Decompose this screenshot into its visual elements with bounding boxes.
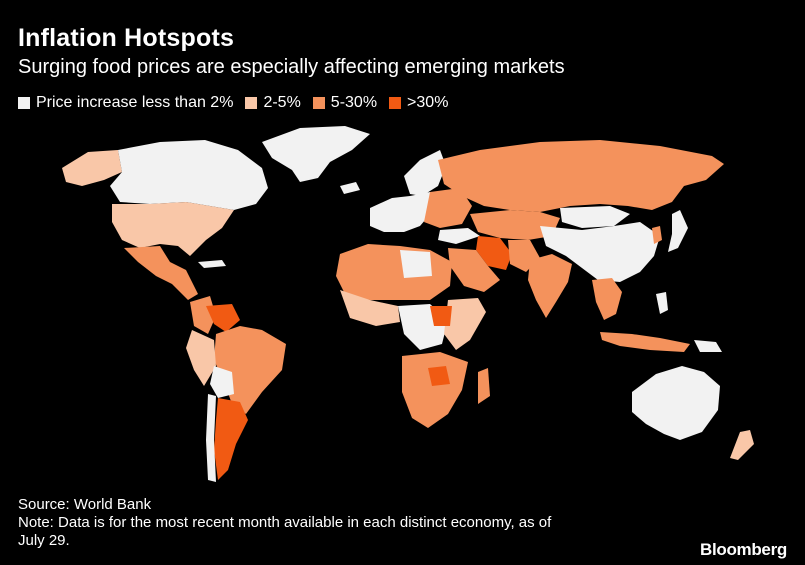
region-india [528,254,572,318]
region-alaska [62,150,122,186]
region-scandinavia [404,150,446,196]
region-europe-east [424,188,472,228]
bloomberg-logo: Bloomberg [699,540,787,559]
region-north-africa [336,244,452,300]
legend-swatch [18,97,30,109]
region-korea [652,226,662,244]
region-madagascar [478,368,490,404]
region-canada [110,140,268,210]
region-bolivia [210,366,234,398]
legend-swatch [312,97,325,109]
footer: Source: World Bank Note: Data is for the… [18,496,551,550]
data-note-continued: July 29. [18,532,70,549]
region-mexico [124,246,198,300]
world-map [62,126,754,482]
region-southern-africa [402,352,468,428]
region-argentina [214,398,248,480]
region-russia [438,140,724,212]
region-caribbean [198,260,226,268]
legend-label: Price increase less than 2% [36,94,234,111]
region-southeast-asia [592,278,622,320]
chart-title: Inflation Hotspots [18,24,235,52]
legend-item-under-2: Price increase less than 2% [18,94,233,112]
region-chile [206,394,216,482]
legend-item-2-5: 2-5% [245,94,301,112]
legend-label: >30% [407,94,449,111]
region-europe-west [370,192,432,232]
region-colombia [190,296,216,334]
legend-label: 5-30% [330,94,378,111]
legend-label: 2-5% [263,94,301,111]
legend-item-over-30: >30% [389,94,448,112]
legend-swatch [389,97,402,109]
legend: Price increase less than 2% 2-5% 5-30% >… [18,94,460,112]
region-middle-east [448,248,500,292]
region-peru [186,330,216,386]
legend-item-5-30: 5-30% [312,94,378,112]
source-note: Source: World Bank [18,496,152,513]
region-indonesia [600,332,690,352]
region-west-africa [340,290,400,326]
region-png [694,340,722,352]
region-japan [668,210,688,252]
region-philippines [656,292,668,314]
region-zimbabwe [428,366,450,386]
region-usa [112,202,234,256]
region-central-asia [470,210,560,240]
legend-swatch [245,97,258,109]
data-note: Note: Data is for the most recent month … [18,514,552,531]
region-china [540,222,660,282]
region-turkey [438,228,480,244]
region-libya [400,250,432,278]
region-venezuela [206,304,240,332]
region-south-sudan [430,306,452,326]
chart-subtitle: Surging food prices are especially affec… [18,56,565,78]
region-australia [632,366,720,440]
region-east-africa [444,298,486,350]
region-new-zealand [730,430,754,460]
region-mongolia [560,206,630,228]
region-greenland [262,126,370,182]
region-iceland [340,182,360,194]
region-iran [476,236,512,270]
